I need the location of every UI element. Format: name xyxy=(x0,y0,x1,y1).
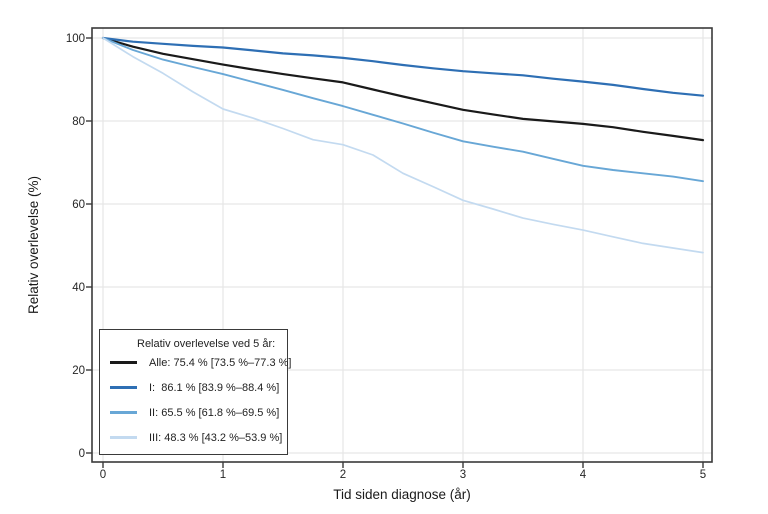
legend-label-stage-1: I: 86.1 % [83.9 %–88.4 %] xyxy=(149,381,280,394)
stage-3-line-swatch xyxy=(110,436,137,439)
curve-III xyxy=(102,37,704,254)
y-tick-80: 80 xyxy=(72,116,85,128)
x-tick-1: 1 xyxy=(220,469,226,481)
x-tick-0: 0 xyxy=(100,469,106,481)
y-axis-title: Relativ overlevelse (%) xyxy=(26,176,41,314)
legend-label-stage-2: II: 65.5 % [61.8 %–69.5 %] xyxy=(149,406,280,419)
legend-row-alle: Alle: 75.4 % [73.5 %–77.3 %] xyxy=(100,350,291,375)
x-tick-5: 5 xyxy=(700,469,706,481)
x-tick-3: 3 xyxy=(460,469,466,481)
curve-Alle xyxy=(101,36,705,142)
legend-label-alle: Alle: 75.4 % [73.5 %–77.3 %] xyxy=(149,356,292,369)
x-tick-4: 4 xyxy=(580,469,587,481)
plot-frame xyxy=(91,27,713,463)
legend-box: Relativ overlevelse ved 5 år: Alle: 75.4… xyxy=(99,329,291,455)
y-tick-0: 0 xyxy=(79,448,85,460)
y-tick-60: 60 xyxy=(72,199,85,211)
y-tick-20: 20 xyxy=(72,365,85,377)
legend-title: Relativ overlevelse ved 5 år: xyxy=(137,338,276,350)
curve-I xyxy=(101,36,705,97)
y-tick-100: 100 xyxy=(66,33,85,45)
legend-label-stage-3: III: 48.3 % [43.2 %–53.9 %] xyxy=(149,431,283,444)
stage-2-line-swatch xyxy=(110,411,137,414)
y-tick-40: 40 xyxy=(72,282,85,294)
x-axis-title: Tid siden diagnose (år) xyxy=(333,487,471,502)
alle-line-swatch xyxy=(110,361,137,364)
x-tick-2: 2 xyxy=(340,469,346,481)
curve-II xyxy=(102,37,704,183)
tick-marks xyxy=(86,37,704,468)
stage-1-line-swatch xyxy=(110,386,137,389)
legend-row-stage-3: III: 48.3 % [43.2 %–53.9 %] xyxy=(100,425,287,450)
x-tick-labels: 0 1 2 3 4 5 xyxy=(100,469,706,481)
legend-row-stage-2: II: 65.5 % [61.8 %–69.5 %] xyxy=(100,400,287,425)
y-tick-labels: 0 20 40 60 80 100 xyxy=(66,33,85,460)
survival-curves xyxy=(101,36,705,254)
legend-row-stage-1: I: 86.1 % [83.9 %–88.4 %] xyxy=(100,375,287,400)
